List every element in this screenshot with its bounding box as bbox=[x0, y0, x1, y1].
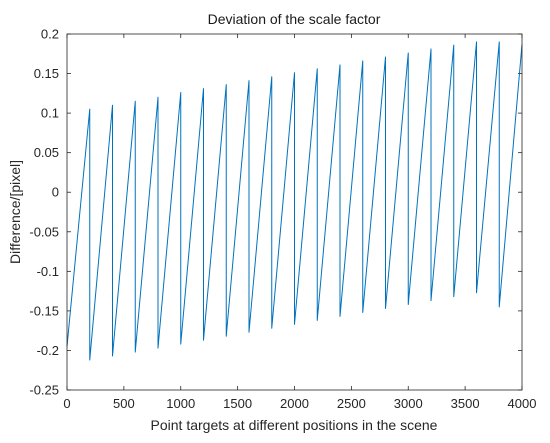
y-tick-label: 0.15 bbox=[34, 66, 59, 81]
x-axis-label: Point targets at different positions in … bbox=[151, 417, 438, 433]
y-tick-label: 0.2 bbox=[41, 27, 59, 42]
x-tick-label: 3000 bbox=[394, 396, 423, 411]
y-tick-label: 0.05 bbox=[34, 145, 59, 160]
y-tick-label: -0.15 bbox=[29, 303, 59, 318]
x-axis: 0 500 1000 1500 2000 2500 3000 3500 4000 bbox=[63, 34, 536, 411]
x-tick-label: 1000 bbox=[166, 396, 195, 411]
y-tick-label: 0 bbox=[52, 185, 59, 200]
x-tick-label: 4000 bbox=[508, 396, 537, 411]
plot-frame bbox=[66, 33, 523, 391]
series-line bbox=[66, 41, 523, 361]
x-tick-label: 0 bbox=[63, 396, 70, 411]
x-tick-label: 2000 bbox=[280, 396, 309, 411]
y-axis: -0.25 -0.2 -0.15 -0.1 -0.05 0 0.05 0.1 0.15 0.2 bbox=[29, 27, 522, 398]
y-tick-label: -0.25 bbox=[29, 383, 59, 398]
x-tick-label: 3500 bbox=[451, 396, 480, 411]
y-tick-label: -0.1 bbox=[37, 264, 59, 279]
x-tick-label: 1500 bbox=[223, 396, 252, 411]
chart-title: Deviation of the scale factor bbox=[208, 11, 381, 27]
x-tick-label: 500 bbox=[113, 396, 135, 411]
x-tick-label: 2500 bbox=[337, 396, 366, 411]
y-tick-label: 0.1 bbox=[41, 106, 59, 121]
y-axis-label: Difference/[pixel] bbox=[7, 160, 23, 264]
y-tick-label: -0.2 bbox=[37, 343, 59, 358]
y-tick-label: -0.05 bbox=[29, 224, 59, 239]
